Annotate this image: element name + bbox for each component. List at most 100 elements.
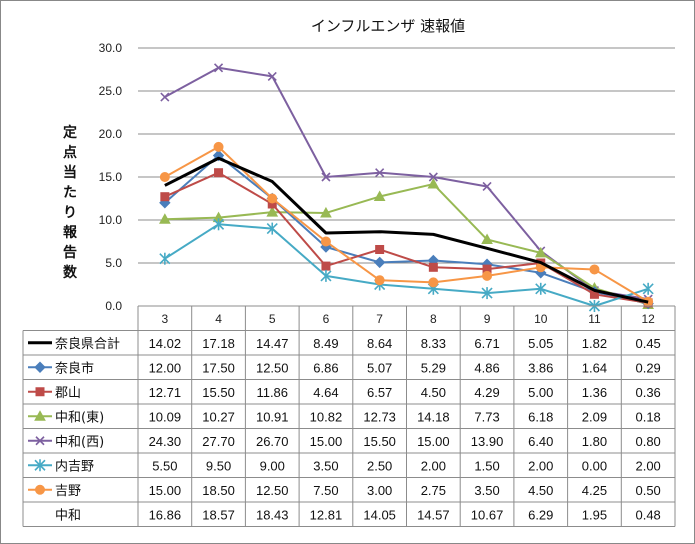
data-label: 4.86 — [474, 360, 499, 375]
data-label: 2.75 — [421, 483, 446, 498]
series-layer — [159, 63, 654, 312]
data-label: 2.00 — [528, 458, 553, 473]
data-label: 15.50 — [202, 385, 235, 400]
y-axis-label-char: 報 — [63, 224, 78, 241]
data-point — [159, 252, 171, 265]
data-label: 0.00 — [582, 458, 607, 473]
data-point — [34, 361, 46, 373]
data-label: 14.47 — [256, 336, 289, 351]
data-label: 0.29 — [635, 360, 660, 375]
data-label: 2.00 — [421, 458, 446, 473]
table-row: 吉野 15.00 18.50 12.50 7.50 3.00 2.75 3.50 4.50 4.2… — [23, 483, 675, 503]
data-label: 17.50 — [202, 360, 235, 375]
data-label: 1.64 — [582, 360, 607, 375]
data-point — [160, 192, 170, 202]
data-label: 10.27 — [202, 409, 235, 424]
data-label: 4.50 — [528, 483, 553, 498]
y-tick-label: 0.0 — [105, 299, 122, 313]
data-label: 3.50 — [313, 458, 338, 473]
data-label: 9.00 — [260, 458, 285, 473]
data-label: 5.07 — [367, 360, 392, 375]
data-label: 12.50 — [256, 483, 289, 498]
legend-label: 郡山 — [55, 386, 81, 401]
data-point — [35, 387, 45, 397]
data-point — [481, 233, 493, 245]
data-label: 11.86 — [256, 385, 288, 400]
data-label: 1.82 — [582, 336, 607, 351]
y-axis-label-char: 数 — [63, 264, 78, 281]
data-label: 4.64 — [313, 385, 338, 400]
x-tick-label: 6 — [323, 312, 330, 326]
data-point — [427, 178, 440, 189]
data-label: 8.64 — [367, 336, 392, 351]
data-label: 0.45 — [635, 336, 660, 351]
data-label: 14.05 — [363, 507, 396, 522]
x-tick-label: 11 — [588, 312, 601, 326]
data-label: 1.80 — [582, 434, 607, 449]
series-line — [164, 171, 649, 304]
y-axis-label-char: 告 — [63, 244, 77, 261]
data-label: 10.91 — [256, 409, 289, 424]
data-point — [374, 275, 385, 286]
y-axis-label: 定点当たり報告数 — [63, 124, 78, 281]
data-label: 24.30 — [149, 434, 182, 449]
y-axis-label-char: 当 — [63, 164, 77, 181]
data-point — [35, 436, 45, 446]
data-point — [534, 246, 547, 258]
series-line — [164, 154, 649, 305]
data-point — [159, 213, 171, 224]
data-point — [375, 244, 385, 254]
data-label: 12.50 — [256, 360, 289, 375]
legend-label: 吉野 — [55, 484, 81, 499]
data-label: 15.00 — [149, 483, 182, 498]
y-axis-label-char: 点 — [63, 144, 77, 161]
data-point — [266, 206, 279, 217]
data-label: 6.86 — [313, 360, 338, 375]
data-label: 5.50 — [152, 458, 177, 473]
data-label: 27.70 — [202, 434, 235, 449]
data-point — [35, 484, 45, 495]
data-point — [428, 277, 439, 288]
data-label: 15.00 — [310, 434, 343, 449]
data-label: 3.50 — [474, 483, 499, 498]
legend-label: 中和 — [55, 508, 81, 523]
data-label: 12.71 — [149, 385, 182, 400]
data-label: 10.67 — [471, 507, 504, 522]
data-label: 7.50 — [313, 483, 338, 498]
data-point — [375, 168, 385, 178]
data-label: 10.09 — [149, 409, 182, 424]
data-label: 12.00 — [149, 360, 182, 375]
data-point — [320, 236, 331, 247]
data-label: 12.81 — [310, 507, 343, 522]
y-tick-label: 25.0 — [99, 84, 123, 98]
data-point — [589, 264, 600, 275]
data-label: 0.48 — [635, 507, 660, 522]
data-label: 15.00 — [417, 434, 450, 449]
x-tick-label: 5 — [269, 312, 276, 326]
table-row: 中和(東) 10.09 10.27 10.91 10.82 12.73 14.18 7.73 6… — [23, 409, 675, 429]
data-point — [428, 262, 438, 272]
data-point — [213, 141, 224, 152]
data-label: 7.73 — [474, 409, 499, 424]
y-tick-label: 30.0 — [99, 41, 123, 55]
data-point — [160, 92, 170, 102]
data-point — [213, 63, 224, 73]
data-point — [482, 181, 492, 192]
data-label: 3.00 — [367, 483, 392, 498]
table-row: 郡山 12.71 15.50 11.86 4.64 6.57 4.50 4.29 5.00 1.3… — [23, 385, 675, 405]
data-label: 10.82 — [310, 409, 343, 424]
y-tick-label: 15.0 — [99, 170, 123, 184]
data-label: 1.95 — [582, 507, 607, 522]
data-label: 4.29 — [474, 385, 499, 400]
series-line — [164, 145, 649, 303]
x-tick-label: 7 — [376, 312, 383, 326]
table-row: 中和(西) 24.30 27.70 26.70 15.00 15.50 15.00 13.90… — [23, 434, 675, 454]
data-point — [535, 282, 547, 295]
data-label: 3.86 — [528, 360, 553, 375]
data-point — [321, 172, 331, 182]
data-label: 8.49 — [313, 336, 338, 351]
y-axis-label-char: た — [63, 185, 77, 201]
data-point — [34, 410, 46, 421]
data-label: 15.50 — [363, 434, 396, 449]
